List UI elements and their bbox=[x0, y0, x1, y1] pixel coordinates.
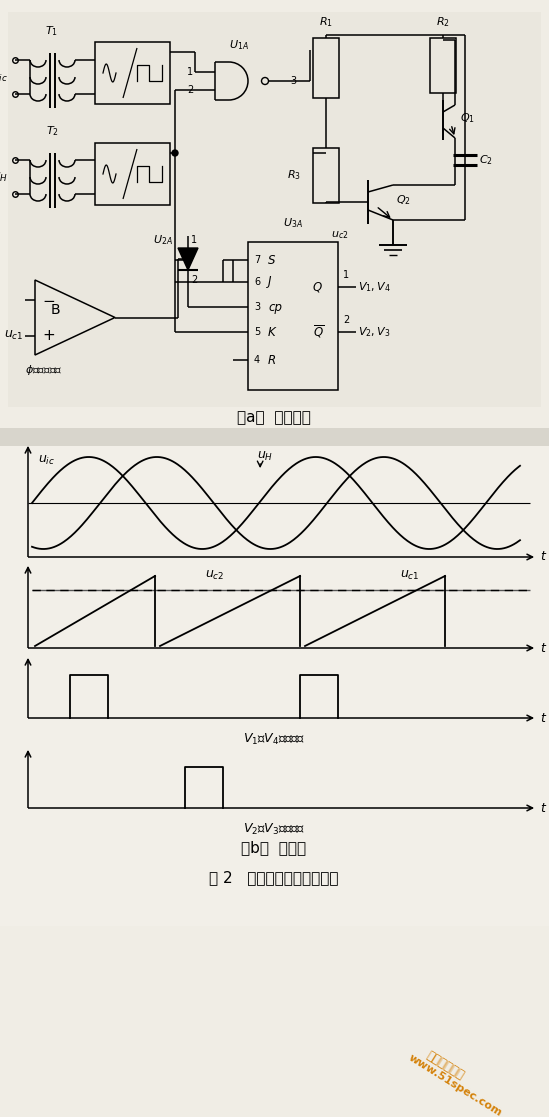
Text: 5: 5 bbox=[254, 327, 260, 337]
Text: $t$: $t$ bbox=[540, 641, 547, 655]
Text: 环球电气之家: 环球电气之家 bbox=[424, 1049, 466, 1081]
Text: $V_2$，$V_3$触发脉冲: $V_2$，$V_3$触发脉冲 bbox=[243, 822, 305, 837]
Text: $Q_2$: $Q_2$ bbox=[396, 193, 411, 207]
Text: R: R bbox=[268, 353, 276, 366]
Text: 4: 4 bbox=[254, 355, 260, 365]
Text: $t$: $t$ bbox=[540, 802, 547, 814]
Text: （a）  电路框图: （a） 电路框图 bbox=[237, 411, 311, 426]
Text: $R_2$: $R_2$ bbox=[436, 16, 450, 29]
Text: 2: 2 bbox=[343, 315, 349, 325]
Text: $T_1$: $T_1$ bbox=[46, 25, 59, 38]
Text: $R_1$: $R_1$ bbox=[319, 16, 333, 29]
Text: $V_2, V_3$: $V_2, V_3$ bbox=[358, 325, 390, 338]
Text: 2: 2 bbox=[191, 275, 197, 285]
Text: $U_{2A}$: $U_{2A}$ bbox=[153, 233, 173, 247]
Text: $t$: $t$ bbox=[540, 551, 547, 563]
Bar bbox=[0, 446, 549, 926]
Text: 1: 1 bbox=[191, 235, 197, 245]
Text: （b）  波形图: （b） 波形图 bbox=[242, 840, 306, 856]
Text: K: K bbox=[268, 325, 276, 338]
Text: 1: 1 bbox=[187, 67, 193, 77]
Text: $R_3$: $R_3$ bbox=[287, 169, 301, 182]
Bar bbox=[313, 147, 339, 203]
Bar bbox=[248, 242, 338, 390]
Text: $u_{c1}$: $u_{c1}$ bbox=[400, 569, 420, 582]
Text: S: S bbox=[268, 254, 276, 267]
Text: $u_H$: $u_H$ bbox=[0, 171, 8, 183]
Text: J: J bbox=[268, 276, 272, 288]
Text: $Q_1$: $Q_1$ bbox=[460, 111, 475, 125]
Text: $+$: $+$ bbox=[42, 328, 55, 343]
Polygon shape bbox=[178, 248, 198, 270]
Text: $u_{ic}$: $u_{ic}$ bbox=[0, 70, 8, 84]
Text: www.51spec.com: www.51spec.com bbox=[406, 1052, 503, 1117]
Text: $u_{c2}$: $u_{c2}$ bbox=[205, 569, 225, 582]
Text: 1: 1 bbox=[343, 270, 349, 280]
Text: 3: 3 bbox=[254, 302, 260, 312]
Text: $u_H$: $u_H$ bbox=[257, 449, 273, 462]
Bar bbox=[313, 38, 339, 98]
Text: $t$: $t$ bbox=[540, 712, 547, 725]
Text: $V_1$，$V_4$触发脉冲: $V_1$，$V_4$触发脉冲 bbox=[243, 732, 305, 747]
Text: $-$: $-$ bbox=[42, 292, 55, 307]
Text: $T_2$: $T_2$ bbox=[46, 124, 58, 139]
Bar bbox=[8, 12, 541, 407]
Text: $u_{ic}$: $u_{ic}$ bbox=[38, 454, 55, 467]
Text: 6: 6 bbox=[254, 277, 260, 287]
Text: 2: 2 bbox=[187, 85, 193, 95]
Text: $U_{1A}$: $U_{1A}$ bbox=[228, 38, 249, 52]
Text: $u_{c1}$: $u_{c1}$ bbox=[3, 328, 23, 342]
Text: $\overline{Q}$: $\overline{Q}$ bbox=[313, 324, 324, 341]
Text: 图 2   超前触发脉冲形成电路: 图 2 超前触发脉冲形成电路 bbox=[209, 870, 339, 886]
Text: Q: Q bbox=[313, 280, 322, 294]
Text: $\phi$角调节信号: $\phi$角调节信号 bbox=[25, 363, 63, 378]
Bar bbox=[0, 428, 549, 446]
Text: $V_1, V_4$: $V_1, V_4$ bbox=[358, 280, 391, 294]
Bar bbox=[95, 143, 170, 206]
Text: cp: cp bbox=[268, 300, 282, 314]
Circle shape bbox=[172, 150, 178, 156]
Bar bbox=[430, 38, 456, 93]
Text: $C_2$: $C_2$ bbox=[479, 153, 493, 166]
Text: B: B bbox=[50, 303, 60, 316]
Text: $U_{3A}$: $U_{3A}$ bbox=[283, 217, 303, 230]
Text: 7: 7 bbox=[254, 255, 260, 265]
Bar bbox=[95, 42, 170, 104]
Text: $u_{c2}$: $u_{c2}$ bbox=[330, 229, 348, 241]
Text: 3: 3 bbox=[290, 76, 296, 86]
